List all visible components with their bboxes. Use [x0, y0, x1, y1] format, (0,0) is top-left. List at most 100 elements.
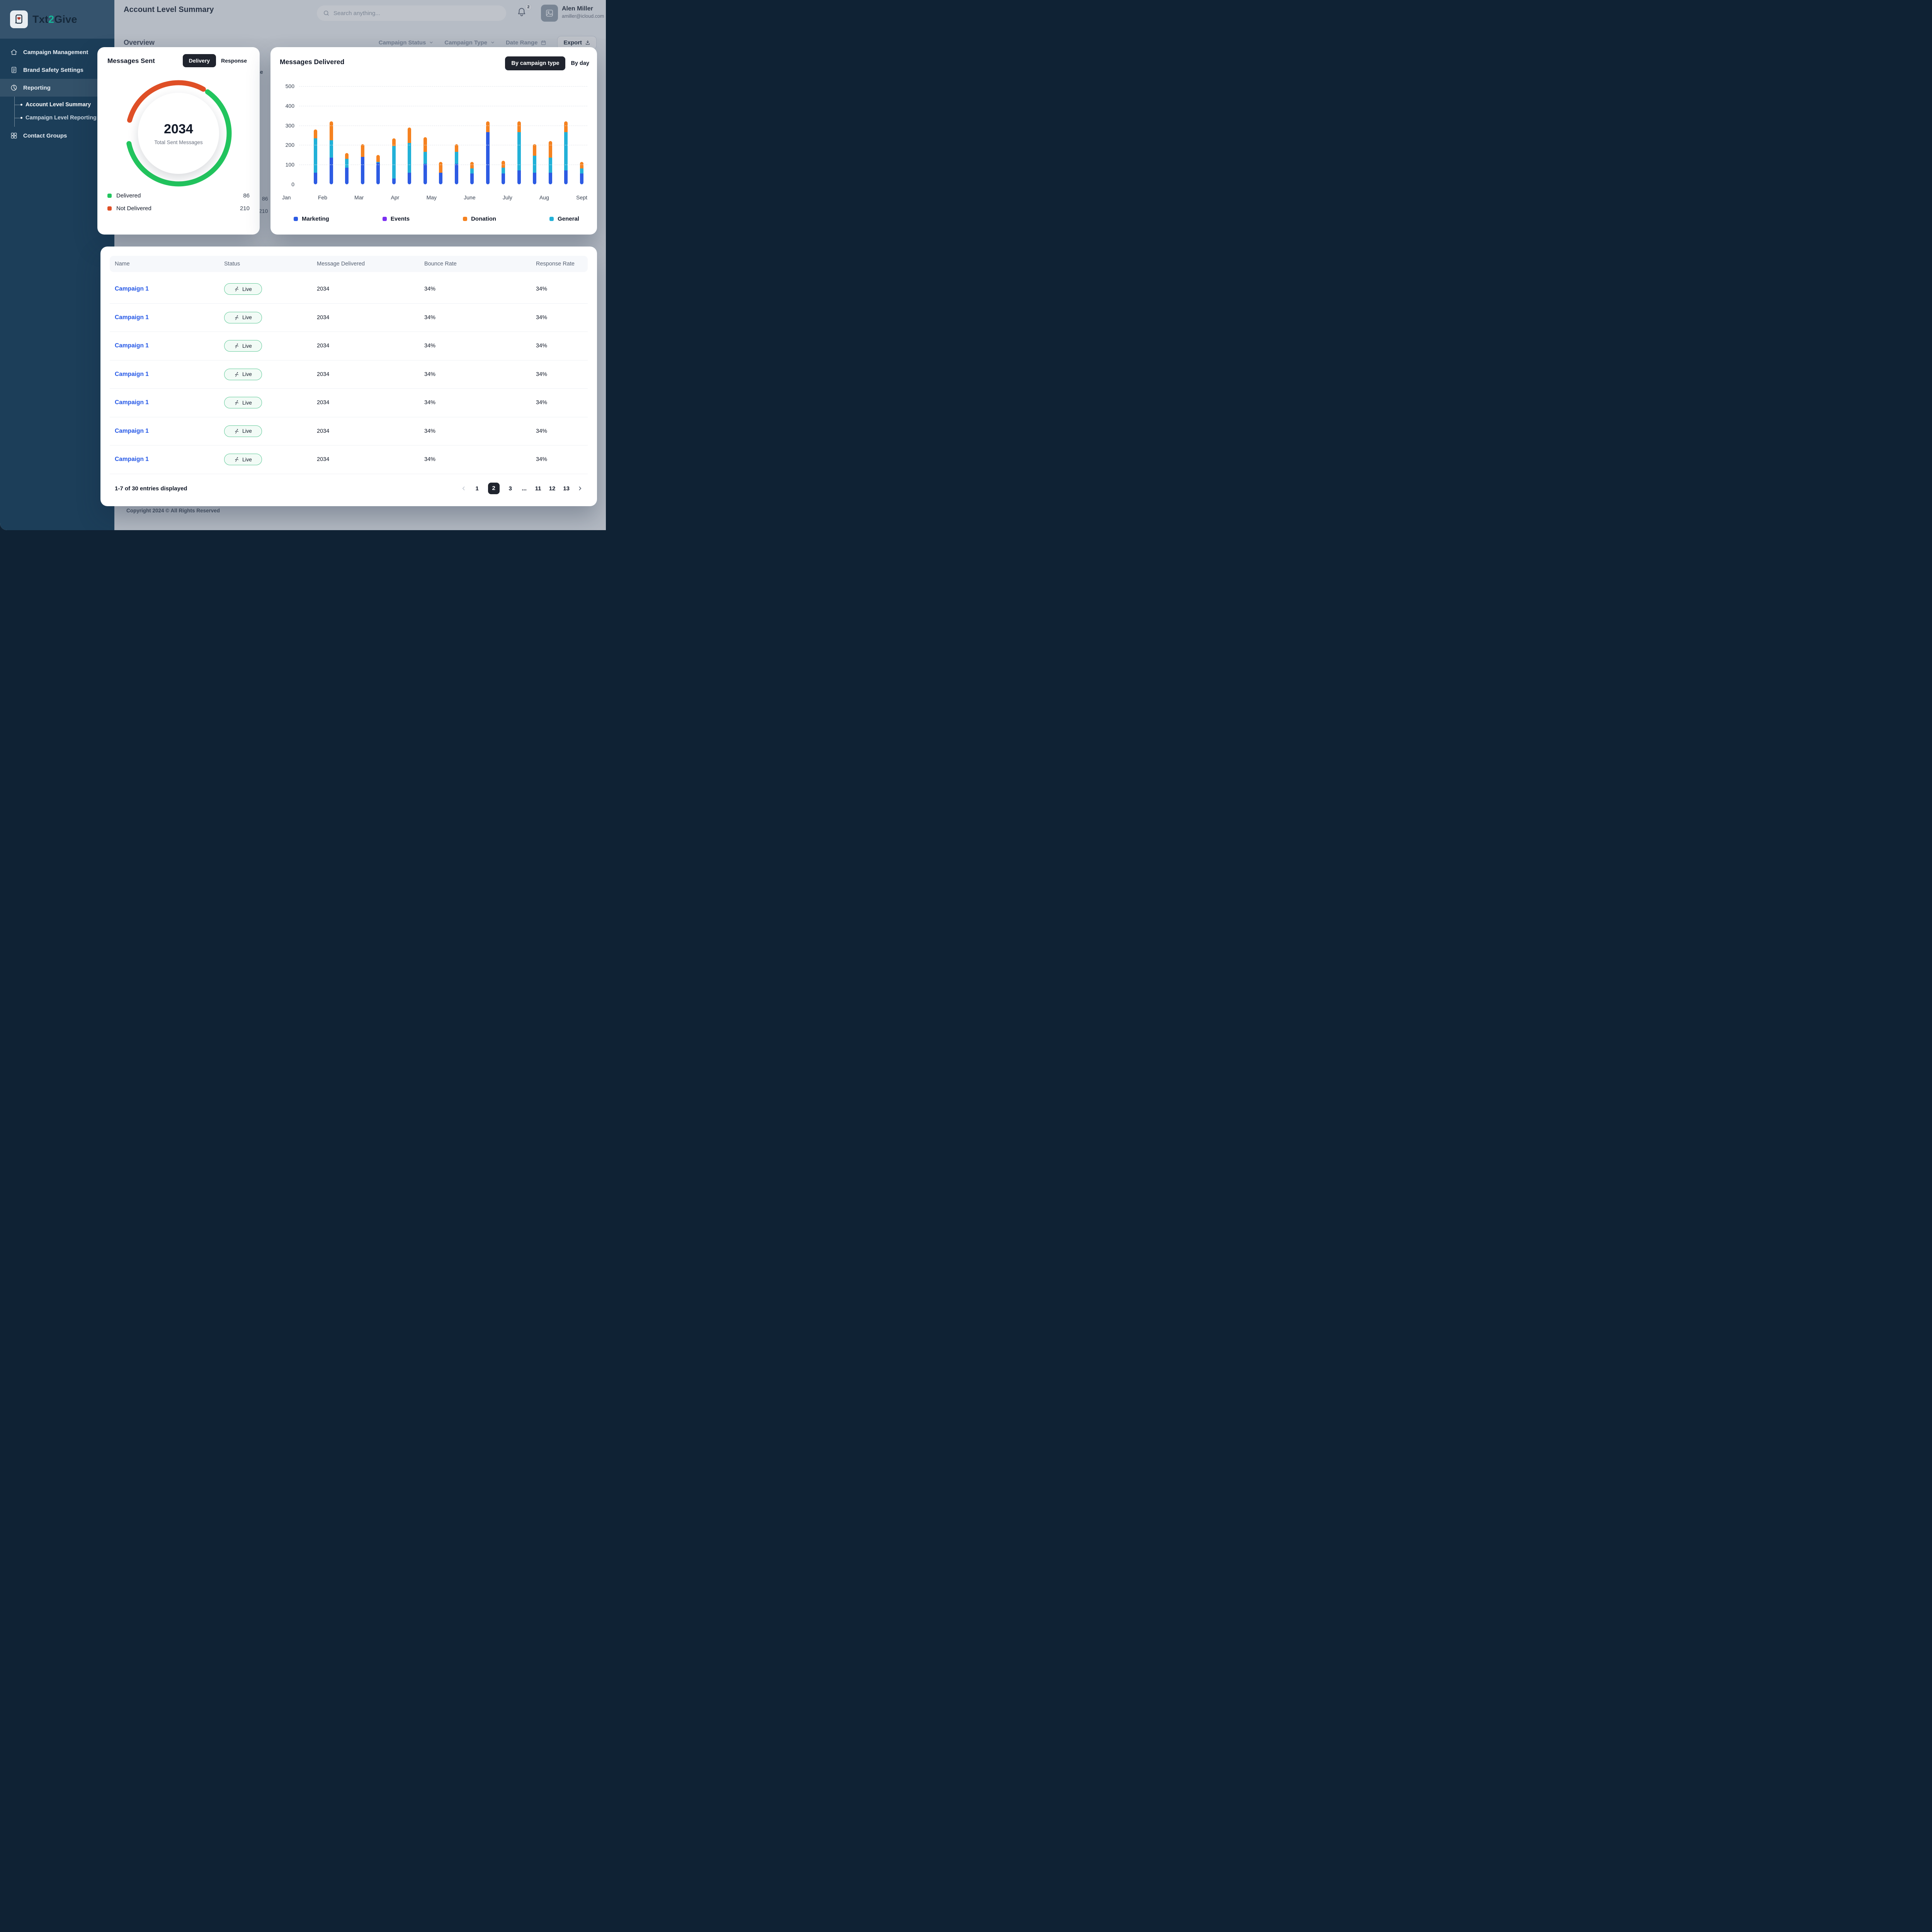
message-delivered-value: 2034: [317, 428, 330, 434]
donut-arc-not-delivered: [125, 80, 232, 187]
tab-delivery[interactable]: Delivery: [182, 54, 216, 67]
tab-by-day[interactable]: By day: [571, 60, 589, 66]
bounce-rate-value: 34%: [424, 428, 436, 434]
page-button[interactable]: 13: [563, 485, 570, 492]
bar-segment-general: [345, 158, 349, 168]
bar-segment-donation: [439, 162, 443, 173]
background-peek-value-2: 210: [259, 208, 268, 214]
stacked-bar: [502, 161, 505, 184]
runner-icon: [235, 457, 239, 462]
stacked-bar: [314, 129, 317, 184]
legend-item-events: Events: [382, 216, 410, 222]
sidebar: Txt2Give Campaign Management Brand Safet…: [0, 0, 114, 530]
legend-value: 86: [243, 192, 250, 199]
sidebar-item-reporting[interactable]: Reporting: [0, 79, 114, 97]
chevron-down-icon: [430, 41, 433, 44]
bar-segment-general: [376, 162, 380, 163]
marketing-swatch: [294, 217, 298, 221]
stacked-bar: [580, 162, 583, 184]
table-footer: 1-7 of 30 entries displayed 1 2 3... 11 12 13: [110, 480, 588, 497]
chevron-down-icon: [491, 41, 494, 44]
bar-segment-general: [548, 158, 552, 173]
campaign-link[interactable]: Campaign 1: [115, 427, 149, 434]
bar-segment-general: [502, 167, 505, 174]
table-header: Name Status Message Delivered Bounce Rat…: [110, 256, 588, 272]
campaign-link[interactable]: Campaign 1: [115, 342, 149, 349]
stacked-bar: [439, 162, 443, 184]
bar-segment-donation: [580, 162, 583, 169]
logo[interactable]: Txt2Give: [0, 0, 114, 39]
bar-segment-marketing: [470, 173, 474, 184]
bar-segment-donation: [517, 121, 521, 133]
campaign-type-filter[interactable]: Campaign Type: [444, 39, 495, 46]
status-badge-live: Live: [224, 311, 262, 323]
total-sent-value: 2034: [164, 121, 193, 136]
campaign-status-filter[interactable]: Campaign Status: [379, 39, 434, 46]
bounce-rate-value: 34%: [424, 286, 436, 293]
sidebar-subitem-label: Campaign Level Reporting: [26, 115, 97, 121]
bar-segment-general: [423, 152, 427, 164]
campaign-link[interactable]: Campaign 1: [115, 286, 149, 293]
bar-segment-donation: [329, 121, 333, 140]
page-button[interactable]: 2: [488, 483, 500, 494]
copyright-text: Copyright 2024 © All Rights Reserved: [126, 508, 220, 514]
response-rate-value: 34%: [536, 371, 548, 378]
bar-segment-marketing: [423, 163, 427, 184]
pagination-prev[interactable]: [461, 486, 466, 491]
sidebar-subitem-label: Account Level Summary: [26, 102, 91, 108]
bar-segment-general: [454, 152, 458, 164]
sidebar-item-campaign-level-reporting[interactable]: Campaign Level Reporting: [15, 111, 114, 124]
stacked-bar: [533, 144, 537, 184]
campaign-link[interactable]: Campaign 1: [115, 456, 149, 463]
status-badge-live: Live: [224, 397, 262, 409]
status-label: Live: [242, 400, 252, 406]
sidebar-item-campaign-management[interactable]: Campaign Management: [0, 43, 114, 61]
date-range-filter[interactable]: Date Range: [506, 39, 547, 46]
x-axis: Jan Feb Mar Apr May June July Aug Sept: [282, 194, 587, 201]
filter-label: Campaign Type: [444, 39, 487, 46]
pagination-next[interactable]: [577, 486, 583, 491]
bounce-rate-value: 34%: [424, 314, 436, 321]
legend-label: Delivered: [116, 192, 141, 199]
response-rate-value: 34%: [536, 314, 548, 321]
message-delivered-value: 2034: [317, 400, 330, 406]
notification-badge: 2: [525, 4, 532, 10]
runner-icon: [235, 400, 239, 405]
campaign-link[interactable]: Campaign 1: [115, 371, 149, 378]
search-input[interactable]: [333, 10, 500, 17]
table-row: Campaign 1 Live 2034 34% 34%: [110, 417, 588, 446]
bar-segment-marketing: [454, 163, 458, 184]
y-tick-label: 500: [285, 83, 294, 89]
bar-segment-donation: [376, 155, 380, 162]
campaign-link[interactable]: Campaign 1: [115, 399, 149, 406]
delivered-swatch: [107, 194, 112, 198]
bar-segment-marketing: [486, 132, 490, 184]
bar-segment-general: [533, 156, 537, 173]
runner-icon: [235, 344, 239, 349]
page-button[interactable]: 11: [535, 485, 541, 492]
bar-segment-donation: [502, 161, 505, 168]
bar-segment-general: [470, 168, 474, 174]
page-button[interactable]: 3: [509, 485, 512, 492]
events-swatch: [382, 217, 387, 221]
tab-by-campaign-type[interactable]: By campaign type: [505, 56, 566, 70]
notifications-button[interactable]: 2: [516, 4, 532, 20]
page-button[interactable]: 1: [475, 485, 479, 492]
table-row: Campaign 1 Live 2034 34% 34%: [110, 275, 588, 304]
avatar[interactable]: [541, 5, 558, 22]
sidebar-item-label: Campaign Management: [23, 49, 88, 56]
total-sent-label: Total Sent Messages: [154, 139, 203, 145]
bar-segment-marketing: [517, 170, 521, 184]
search-bar[interactable]: [317, 5, 506, 21]
campaign-link[interactable]: Campaign 1: [115, 314, 149, 321]
y-tick-label: 100: [285, 162, 294, 168]
page-button[interactable]: 12: [549, 485, 556, 492]
sidebar-nav: Campaign Management Brand Safety Setting…: [0, 39, 114, 145]
sidebar-item-brand-safety[interactable]: Brand Safety Settings: [0, 61, 114, 79]
bounce-rate-value: 34%: [424, 343, 436, 349]
tab-response[interactable]: Response: [221, 58, 247, 64]
pagination-ellipsis: ...: [522, 485, 527, 492]
bar-segment-donation: [361, 144, 364, 157]
sidebar-item-contact-groups[interactable]: Contact Groups: [0, 127, 114, 145]
sidebar-item-account-level-summary[interactable]: Account Level Summary: [15, 98, 114, 111]
